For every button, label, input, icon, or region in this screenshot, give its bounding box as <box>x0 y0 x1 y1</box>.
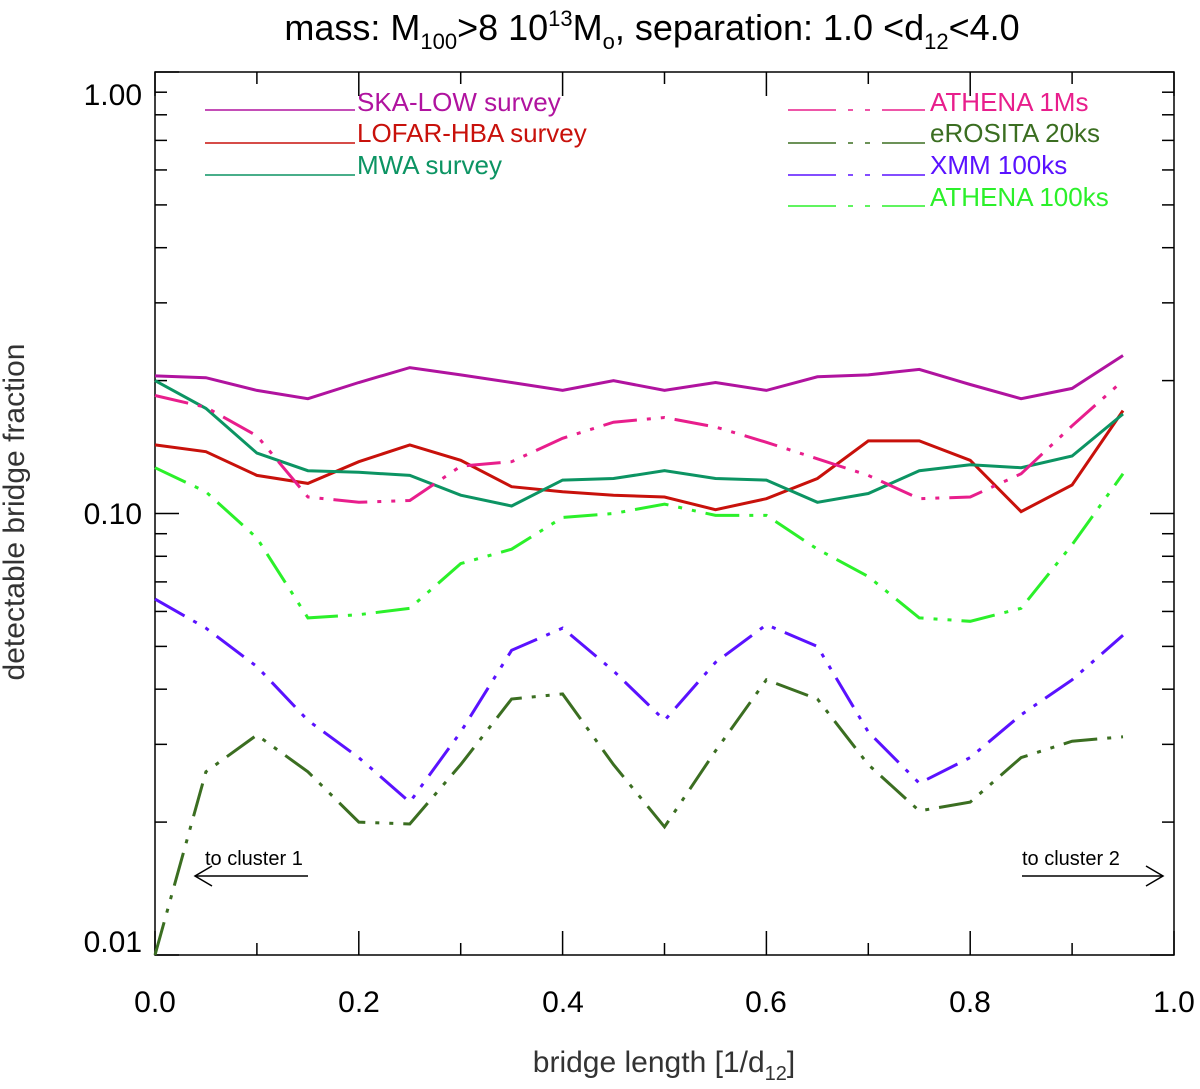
series-line-athena-100ks <box>154 466 1125 623</box>
arrowhead-left-icon <box>193 865 213 887</box>
series-line-ska-low <box>154 354 1124 401</box>
legend-label-athena-1ms: ATHENA 1Ms <box>930 87 1088 117</box>
x-tick-label-0.0: 0.0 <box>134 986 176 1019</box>
series-line-erosita-20ks <box>153 677 1124 956</box>
chart-title: mass: M100>8 1013Mo, separation: 1.0 <d1… <box>284 6 1019 54</box>
x-tick-label-0.4: 0.4 <box>542 986 584 1019</box>
legend-label-ska-low: SKA-LOW survey <box>357 87 561 117</box>
series-line-lofar-hba <box>154 409 1125 514</box>
y-tick-label-0.01: 0.01 <box>84 926 142 959</box>
x-tick-label-0.6: 0.6 <box>745 986 787 1019</box>
legend-label-erosita-20ks: eROSITA 20ks <box>930 118 1100 148</box>
y-axis-ticks <box>155 71 1174 956</box>
legend-label-mwa: MWA survey <box>357 150 502 180</box>
y-tick-label-1.00: 1.00 <box>84 79 142 112</box>
y-axis-label: detectable bridge fraction <box>0 344 31 681</box>
annotation-to-cluster-1: to cluster 1 <box>193 848 308 887</box>
arrowhead-right-icon <box>1145 865 1165 887</box>
series-line-mwa <box>154 379 1124 508</box>
x-axis-ticks <box>154 72 1175 955</box>
legend-label-athena-100ks: ATHENA 100ks <box>930 182 1109 212</box>
x-tick-label-0.2: 0.2 <box>338 986 380 1019</box>
series-line-athena-1ms <box>154 379 1124 504</box>
y-tick-label-0.10: 0.10 <box>84 498 142 531</box>
legend-label-lofar-hba: LOFAR-HBA survey <box>357 118 587 148</box>
x-tick-label-1.0: 1.0 <box>1153 986 1195 1019</box>
series-lines <box>153 354 1125 956</box>
legend-label-xmm-100ks: XMM 100ks <box>930 150 1067 180</box>
series-line-xmm-100ks <box>154 597 1124 805</box>
legend: SKA-LOW survey LOFAR-HBA survey MWA surv… <box>205 87 1109 212</box>
annotation-text-to-cluster-1: to cluster 1 <box>205 848 303 870</box>
annotation-text-to-cluster-2: to cluster 2 <box>1022 848 1120 870</box>
x-tick-label-0.8: 0.8 <box>949 986 991 1019</box>
annotation-to-cluster-2: to cluster 2 <box>1022 848 1165 887</box>
x-axis-label: bridge length [1/d12] <box>533 1046 795 1085</box>
